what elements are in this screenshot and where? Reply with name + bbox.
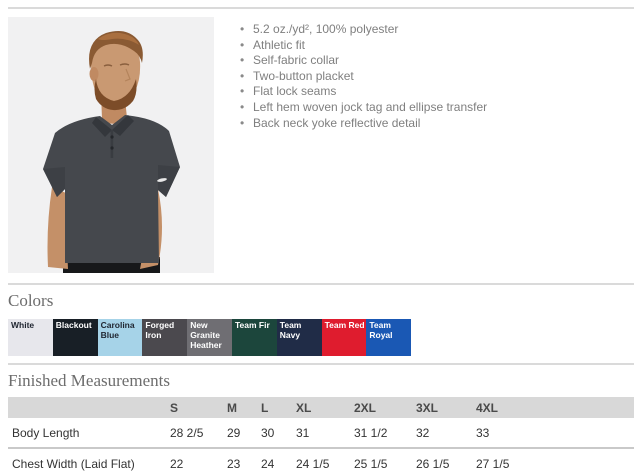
- feature-item: 5.2 oz./yd², 100% polyester: [240, 22, 487, 38]
- colors-section-title: Colors: [8, 291, 54, 310]
- feature-item: Self-fabric collar: [240, 53, 487, 69]
- swatch-label: Team Fir: [234, 320, 270, 330]
- feature-item: Two-button placket: [240, 69, 487, 85]
- measurement-row-chest-width: Chest Width (Laid Flat) 22 23 24 24 1/5 …: [8, 447, 634, 475]
- product-photo: [8, 17, 214, 273]
- size-header-3xl: 3XL: [416, 397, 476, 418]
- color-swatch-row: White Blackout Carolina Blue Forged Iron…: [8, 319, 642, 356]
- color-swatch-team-navy[interactable]: Team Navy: [276, 319, 322, 356]
- measurements-section: Finished Measurements S M L XL 2XL 3XL 4…: [0, 371, 642, 475]
- feature-item: Left hem woven jock tag and ellipse tran…: [240, 100, 487, 116]
- measurement-label: Body Length: [12, 425, 80, 440]
- size-header-empty: [8, 397, 170, 418]
- measurement-value: 24: [261, 447, 296, 475]
- measurement-value: 33: [476, 425, 490, 440]
- swatch-label: White: [11, 320, 35, 330]
- top-divider: [8, 7, 634, 9]
- color-swatch-blackout[interactable]: Blackout: [52, 319, 98, 356]
- color-swatch-team-red[interactable]: Team Red: [321, 319, 367, 356]
- swatch-label: Blackout: [55, 320, 92, 330]
- measurement-value: 31: [296, 425, 310, 440]
- measurement-value: 32: [416, 425, 430, 440]
- size-header-s: S: [170, 397, 227, 418]
- colors-section: Colors White Blackout Carolina Blue Forg…: [0, 291, 642, 356]
- measurement-value: 31 1/2: [354, 425, 388, 440]
- feature-item: Athletic fit: [240, 38, 487, 54]
- swatch-label: Carolina Blue: [100, 320, 135, 340]
- measurement-value: 29: [227, 425, 241, 440]
- measurements-table: S M L XL 2XL 3XL 4XL Body Length 28 2/5 …: [8, 397, 634, 475]
- measurement-value: 27 1/5: [476, 447, 634, 475]
- feature-item: Back neck yoke reflective detail: [240, 116, 487, 132]
- color-swatch-new-granite-heather[interactable]: New Granite Heather: [187, 319, 232, 356]
- measurements-section-title: Finished Measurements: [8, 371, 170, 390]
- color-swatch-carolina-blue[interactable]: Carolina Blue: [97, 319, 143, 356]
- measurement-row-body-length: Body Length 28 2/5 29 30 31 31 1/2 32 33: [8, 418, 634, 448]
- size-header-l: L: [261, 397, 296, 418]
- color-swatch-forged-iron[interactable]: Forged Iron: [142, 319, 188, 356]
- measurement-value: 28 2/5: [170, 425, 204, 440]
- measurements-section-divider: [8, 363, 634, 365]
- measurement-value: 23: [227, 447, 261, 475]
- size-header-xl: XL: [296, 397, 354, 418]
- measurement-value: 25 1/5: [354, 447, 416, 475]
- measurement-value: 24 1/5: [296, 447, 354, 475]
- swatch-label: Forged Iron: [145, 320, 175, 340]
- product-overview: 5.2 oz./yd², 100% polyester Athletic fit…: [8, 17, 634, 273]
- measurement-value: 30: [261, 425, 275, 440]
- color-swatch-team-royal[interactable]: Team Royal: [366, 319, 412, 356]
- model-in-polo-illustration: [8, 17, 214, 273]
- measurement-value: 26 1/5: [416, 447, 476, 475]
- size-header-row: S M L XL 2XL 3XL 4XL: [8, 397, 634, 418]
- size-header-4xl: 4XL: [476, 397, 634, 418]
- swatch-label: New Granite Heather: [190, 320, 222, 350]
- color-swatch-white[interactable]: White: [8, 319, 53, 356]
- feature-list: 5.2 oz./yd², 100% polyester Athletic fit…: [240, 17, 487, 273]
- colors-section-divider: [8, 283, 634, 285]
- swatch-label: Team Navy: [279, 320, 302, 340]
- swatch-label: Team Red: [324, 320, 365, 330]
- size-header-2xl: 2XL: [354, 397, 416, 418]
- measurement-value: 22: [170, 447, 227, 475]
- measurement-label: Chest Width (Laid Flat): [8, 447, 170, 475]
- feature-item: Flat lock seams: [240, 84, 487, 100]
- size-header-m: M: [227, 397, 261, 418]
- swatch-label: Team Royal: [369, 320, 393, 340]
- color-swatch-team-fir[interactable]: Team Fir: [231, 319, 277, 356]
